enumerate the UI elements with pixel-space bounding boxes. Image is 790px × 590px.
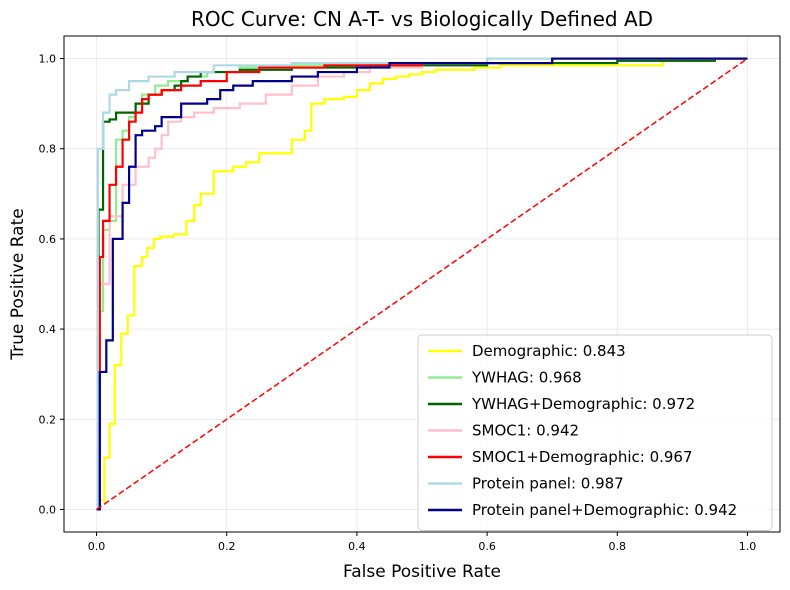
roc-series-5 bbox=[96, 57, 748, 511]
grid bbox=[64, 36, 780, 532]
y-tick-label: 0.8 bbox=[39, 143, 57, 156]
x-tick-label: 0.6 bbox=[478, 540, 496, 553]
y-tick-label: 0.2 bbox=[39, 413, 57, 426]
legend-label: SMOC1+Demographic: 0.967 bbox=[472, 448, 693, 466]
legend-label: SMOC1: 0.942 bbox=[472, 422, 579, 440]
axes: 0.0 0.2 0.4 0.6 0.8 1.0 0.0 0.2 0.4 0.6 0.8 1.0 bbox=[39, 35, 781, 553]
roc-series-6 bbox=[96, 57, 748, 511]
roc-series-0 bbox=[96, 57, 748, 511]
y-tick-label: 0.4 bbox=[39, 323, 57, 336]
legend: Demographic: 0.843 YWHAG: 0.968 YWHAG+Demo… bbox=[417, 334, 773, 531]
plot-area bbox=[96, 57, 748, 511]
legend-label: Demographic: 0.843 bbox=[472, 342, 626, 360]
chance-line bbox=[96, 57, 748, 511]
y-tick-label: 1.0 bbox=[39, 53, 57, 66]
plot-frame bbox=[63, 35, 781, 533]
legend-box bbox=[417, 334, 773, 531]
x-tick-label: 0.0 bbox=[88, 540, 106, 553]
roc-series-2 bbox=[96, 57, 748, 511]
x-tick-label: 0.8 bbox=[609, 540, 627, 553]
x-axis-title: False Positive Rate bbox=[343, 562, 501, 582]
roc-series-4 bbox=[96, 57, 748, 511]
chart-title: ROC Curve: CN A-T- vs Biologically Defin… bbox=[191, 7, 653, 31]
legend-label: Protein panel+Demographic: 0.942 bbox=[472, 501, 737, 519]
y-tick-label: 0.0 bbox=[39, 503, 57, 516]
x-tick-label: 0.4 bbox=[348, 540, 366, 553]
legend-label: YWHAG: 0.968 bbox=[471, 369, 582, 387]
y-axis-title: True Positive Rate bbox=[8, 208, 28, 360]
legend-label: YWHAG+Demographic: 0.972 bbox=[471, 395, 695, 413]
x-tick-label: 1.0 bbox=[739, 540, 757, 553]
y-tick-label: 0.6 bbox=[39, 233, 57, 246]
legend-label: Protein panel: 0.987 bbox=[472, 475, 624, 493]
x-tick-label: 0.2 bbox=[218, 540, 236, 553]
